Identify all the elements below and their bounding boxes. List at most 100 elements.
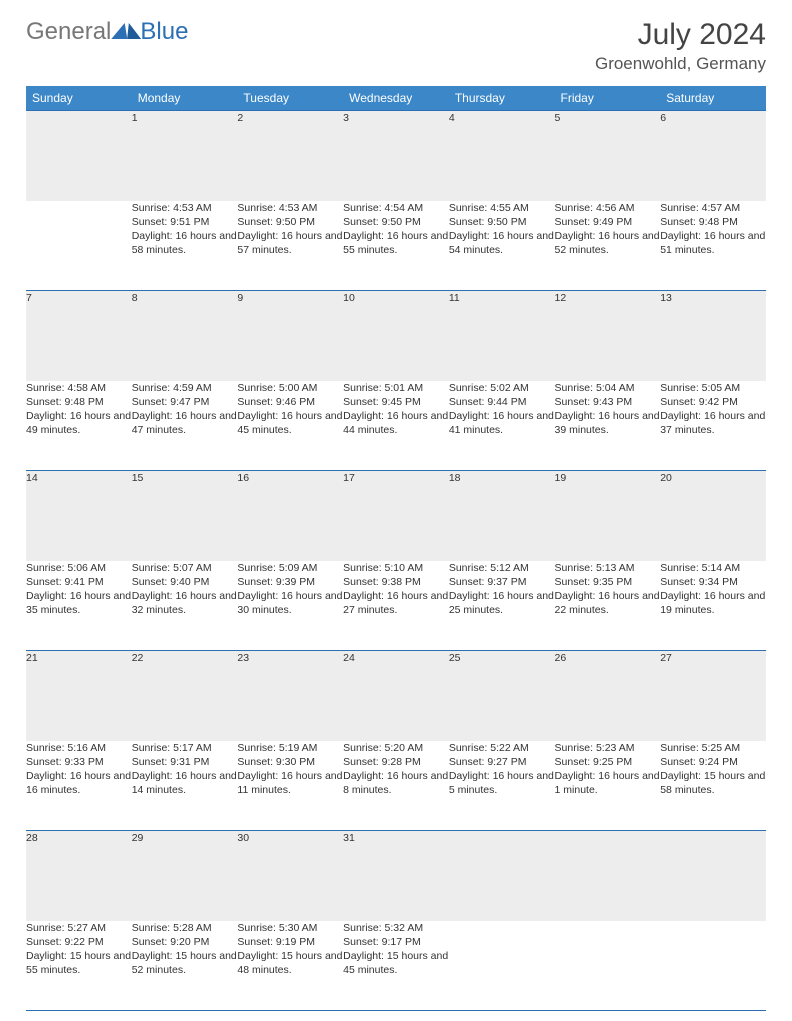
day-number-cell: 27 (660, 651, 766, 741)
day-content-cell: Sunrise: 5:16 AMSunset: 9:33 PMDaylight:… (26, 741, 132, 831)
day-info-line: Sunset: 9:48 PM (660, 215, 766, 229)
day-info-line: Sunrise: 5:30 AM (237, 921, 343, 935)
day-info-line: Sunrise: 5:20 AM (343, 741, 449, 755)
day-info-line: Sunset: 9:42 PM (660, 395, 766, 409)
day-info-line: Daylight: 16 hours and 25 minutes. (449, 589, 555, 617)
day-content-row: Sunrise: 5:27 AMSunset: 9:22 PMDaylight:… (26, 921, 766, 1011)
day-info-line: Sunset: 9:39 PM (237, 575, 343, 589)
day-content-row: Sunrise: 4:53 AMSunset: 9:51 PMDaylight:… (26, 201, 766, 291)
day-info-line: Daylight: 16 hours and 22 minutes. (555, 589, 661, 617)
day-info-line: Daylight: 16 hours and 52 minutes. (555, 229, 661, 257)
calendar-table: Sunday Monday Tuesday Wednesday Thursday… (26, 86, 766, 1011)
day-number-cell: 5 (555, 111, 661, 201)
day-content-cell: Sunrise: 4:55 AMSunset: 9:50 PMDaylight:… (449, 201, 555, 291)
day-info-line: Sunrise: 5:01 AM (343, 381, 449, 395)
day-info-line: Sunrise: 5:25 AM (660, 741, 766, 755)
day-content-cell: Sunrise: 4:54 AMSunset: 9:50 PMDaylight:… (343, 201, 449, 291)
day-info-line: Sunset: 9:24 PM (660, 755, 766, 769)
day-number-cell: 7 (26, 291, 132, 381)
day-info-line: Sunset: 9:33 PM (26, 755, 132, 769)
day-number-cell: 16 (237, 471, 343, 561)
day-info-line: Sunrise: 5:27 AM (26, 921, 132, 935)
weekday-header: Saturday (660, 86, 766, 111)
day-content-cell: Sunrise: 5:04 AMSunset: 9:43 PMDaylight:… (555, 381, 661, 471)
day-number-cell (26, 111, 132, 201)
day-info-line: Sunrise: 4:59 AM (132, 381, 238, 395)
day-content-cell: Sunrise: 5:30 AMSunset: 9:19 PMDaylight:… (237, 921, 343, 1011)
day-content-cell: Sunrise: 4:57 AMSunset: 9:48 PMDaylight:… (660, 201, 766, 291)
logo: General Blue (26, 18, 188, 46)
day-info-line: Daylight: 15 hours and 55 minutes. (26, 949, 132, 977)
day-info-line: Sunrise: 5:00 AM (237, 381, 343, 395)
day-info-line: Sunset: 9:20 PM (132, 935, 238, 949)
day-content-cell: Sunrise: 5:22 AMSunset: 9:27 PMDaylight:… (449, 741, 555, 831)
day-info-line: Sunset: 9:48 PM (26, 395, 132, 409)
day-info-line: Sunrise: 4:57 AM (660, 201, 766, 215)
day-info-line: Sunset: 9:41 PM (26, 575, 132, 589)
day-number-cell: 8 (132, 291, 238, 381)
day-content-cell (26, 201, 132, 291)
daynum-row: 78910111213 (26, 291, 766, 381)
logo-text-1: General (26, 18, 111, 46)
day-info-line: Sunset: 9:19 PM (237, 935, 343, 949)
day-number-cell: 6 (660, 111, 766, 201)
day-number-cell: 21 (26, 651, 132, 741)
day-number-cell: 26 (555, 651, 661, 741)
day-info-line: Sunset: 9:27 PM (449, 755, 555, 769)
day-content-cell: Sunrise: 5:00 AMSunset: 9:46 PMDaylight:… (237, 381, 343, 471)
day-number-cell: 29 (132, 831, 238, 921)
day-content-cell: Sunrise: 4:56 AMSunset: 9:49 PMDaylight:… (555, 201, 661, 291)
daynum-row: 123456 (26, 111, 766, 201)
day-info-line: Sunrise: 5:09 AM (237, 561, 343, 575)
day-number-cell: 3 (343, 111, 449, 201)
day-number-cell: 23 (237, 651, 343, 741)
day-info-line: Sunset: 9:49 PM (555, 215, 661, 229)
day-info-line: Sunset: 9:44 PM (449, 395, 555, 409)
day-info-line: Sunset: 9:40 PM (132, 575, 238, 589)
title-block: July 2024 Groenwohld, Germany (595, 18, 766, 74)
day-number-cell: 2 (237, 111, 343, 201)
day-number-cell: 11 (449, 291, 555, 381)
day-info-line: Daylight: 16 hours and 14 minutes. (132, 769, 238, 797)
day-content-cell: Sunrise: 4:53 AMSunset: 9:51 PMDaylight:… (132, 201, 238, 291)
day-content-cell: Sunrise: 5:02 AMSunset: 9:44 PMDaylight:… (449, 381, 555, 471)
day-info-line: Sunset: 9:45 PM (343, 395, 449, 409)
day-content-cell: Sunrise: 5:19 AMSunset: 9:30 PMDaylight:… (237, 741, 343, 831)
day-info-line: Daylight: 16 hours and 39 minutes. (555, 409, 661, 437)
weekday-header: Tuesday (237, 86, 343, 111)
day-info-line: Sunset: 9:50 PM (237, 215, 343, 229)
day-info-line: Sunrise: 5:10 AM (343, 561, 449, 575)
logo-text-2: Blue (140, 18, 188, 46)
day-number-cell (555, 831, 661, 921)
day-info-line: Sunrise: 5:28 AM (132, 921, 238, 935)
day-info-line: Daylight: 16 hours and 37 minutes. (660, 409, 766, 437)
day-info-line: Sunrise: 4:56 AM (555, 201, 661, 215)
day-number-cell: 9 (237, 291, 343, 381)
day-info-line: Daylight: 16 hours and 1 minute. (555, 769, 661, 797)
day-content-cell: Sunrise: 5:17 AMSunset: 9:31 PMDaylight:… (132, 741, 238, 831)
day-info-line: Sunset: 9:46 PM (237, 395, 343, 409)
day-info-line: Sunset: 9:43 PM (555, 395, 661, 409)
day-info-line: Sunrise: 5:32 AM (343, 921, 449, 935)
day-number-cell: 14 (26, 471, 132, 561)
weekday-header: Friday (555, 86, 661, 111)
day-content-cell: Sunrise: 5:09 AMSunset: 9:39 PMDaylight:… (237, 561, 343, 651)
day-content-cell: Sunrise: 5:05 AMSunset: 9:42 PMDaylight:… (660, 381, 766, 471)
weekday-header: Sunday (26, 86, 132, 111)
day-info-line: Sunset: 9:30 PM (237, 755, 343, 769)
day-number-cell: 10 (343, 291, 449, 381)
day-info-line: Sunset: 9:47 PM (132, 395, 238, 409)
day-info-line: Daylight: 15 hours and 48 minutes. (237, 949, 343, 977)
day-content-row: Sunrise: 5:16 AMSunset: 9:33 PMDaylight:… (26, 741, 766, 831)
day-info-line: Sunrise: 5:06 AM (26, 561, 132, 575)
day-info-line: Daylight: 16 hours and 47 minutes. (132, 409, 238, 437)
day-number-cell (660, 831, 766, 921)
day-info-line: Daylight: 16 hours and 19 minutes. (660, 589, 766, 617)
day-number-cell: 24 (343, 651, 449, 741)
day-info-line: Sunset: 9:51 PM (132, 215, 238, 229)
day-info-line: Daylight: 15 hours and 52 minutes. (132, 949, 238, 977)
day-info-line: Sunset: 9:50 PM (343, 215, 449, 229)
day-content-cell: Sunrise: 5:28 AMSunset: 9:20 PMDaylight:… (132, 921, 238, 1011)
day-number-cell: 1 (132, 111, 238, 201)
day-number-cell: 19 (555, 471, 661, 561)
